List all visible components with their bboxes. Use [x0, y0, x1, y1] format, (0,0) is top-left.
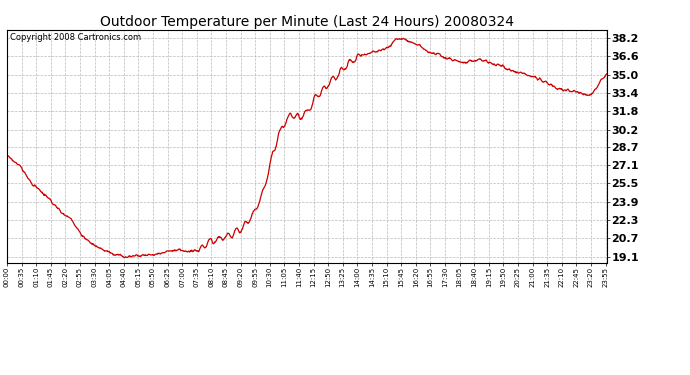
Title: Outdoor Temperature per Minute (Last 24 Hours) 20080324: Outdoor Temperature per Minute (Last 24 …: [100, 15, 514, 29]
Text: Copyright 2008 Cartronics.com: Copyright 2008 Cartronics.com: [10, 33, 141, 42]
